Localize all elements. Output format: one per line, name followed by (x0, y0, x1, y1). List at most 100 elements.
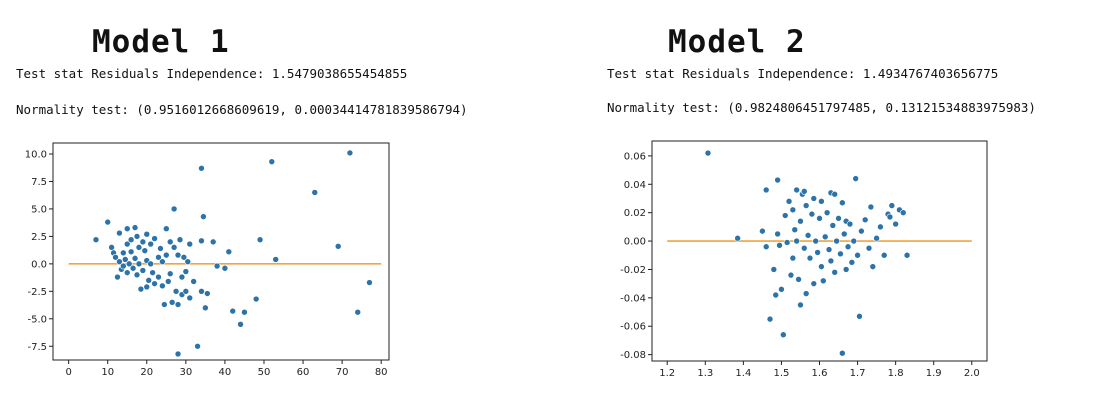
residual-point (835, 215, 842, 222)
residual-point (159, 258, 166, 265)
residual-point (861, 216, 869, 224)
x-tick-label: 30 (179, 367, 192, 378)
residual-point (821, 233, 829, 241)
x-tick-label: 60 (297, 367, 310, 378)
y-tick-label: -2.5 (27, 287, 47, 298)
residual-point (793, 237, 800, 245)
residual-point (186, 294, 194, 302)
residual-point (149, 269, 156, 276)
x-tick-label: 40 (219, 367, 232, 378)
residual-point (785, 198, 793, 205)
residual-point (903, 251, 911, 259)
x-tick-label: 2.0 (964, 368, 980, 379)
residual-point (865, 244, 873, 252)
residual-point (164, 278, 172, 285)
residual-point (135, 260, 143, 268)
residual-point (802, 290, 810, 297)
residual-point (814, 249, 821, 256)
model-1-normality-test: Normality test: (0.9516012668609619, 0.0… (16, 102, 468, 117)
residual-point (190, 278, 197, 285)
y-tick-label: -0.04 (620, 293, 646, 304)
residual-point (127, 248, 135, 256)
residual-point (856, 312, 863, 320)
residual-point (184, 258, 192, 265)
residual-point (241, 308, 248, 316)
residual-point (810, 280, 818, 287)
residual-point (141, 247, 149, 254)
residual-point (200, 213, 207, 220)
residual-point (166, 270, 174, 278)
residual-point (198, 237, 205, 245)
residual-point (354, 308, 362, 316)
residual-point (120, 249, 127, 257)
model-2-normality-test: Normality test: (0.9824806451797485, 0.1… (607, 100, 1036, 115)
residual-point (823, 209, 831, 216)
y-tick-label: -0.06 (620, 322, 646, 333)
y-tick-label: -7.5 (27, 342, 47, 353)
residual-point (131, 224, 139, 231)
x-tick-label: 1.8 (888, 368, 904, 379)
residual-point (145, 277, 153, 284)
residual-point (268, 158, 276, 165)
residual-point (366, 279, 373, 286)
residual-point (827, 257, 835, 265)
residual-point (892, 220, 899, 228)
residual-point (334, 242, 342, 250)
residual-point (797, 217, 804, 225)
residual-point (186, 240, 194, 248)
residual-point (818, 263, 825, 270)
residual-point (125, 260, 133, 268)
model-1-title: Model 1 (92, 24, 230, 60)
residual-point (221, 264, 229, 272)
residual-point (256, 236, 264, 243)
residual-point (159, 282, 166, 290)
y-tick-label: 10.0 (25, 149, 47, 160)
x-tick-label: 50 (258, 367, 271, 378)
residual-point (704, 149, 712, 157)
residual-point (252, 295, 260, 303)
residual-point (174, 301, 182, 308)
residual-point (762, 243, 770, 251)
x-tick-label: 1.7 (850, 368, 866, 379)
residual-point (846, 220, 854, 228)
model-2-title: Model 2 (668, 24, 806, 60)
residual-point (854, 251, 861, 259)
x-tick-label: 1.2 (659, 368, 675, 379)
residual-point (176, 236, 184, 243)
residual-point (791, 226, 799, 234)
residual-point (202, 304, 209, 312)
residual-point (157, 245, 164, 252)
y-tick-label: -0.02 (620, 265, 646, 276)
residual-point (808, 210, 816, 218)
residual-point (820, 277, 827, 285)
residual-point (170, 244, 178, 251)
residual-point (886, 213, 894, 221)
residual-point (161, 301, 168, 308)
residual-point (209, 238, 217, 246)
residual-point (163, 225, 170, 233)
y-tick-label: 0.0 (31, 259, 47, 270)
residual-point (123, 269, 131, 276)
residual-point (831, 190, 839, 198)
residual-point (840, 230, 848, 238)
residual-point (182, 268, 190, 275)
residual-point (837, 250, 844, 258)
residual-point (155, 253, 162, 261)
residual-point (844, 243, 852, 251)
residual-point (198, 288, 205, 295)
residual-point (213, 262, 221, 270)
residual-point (237, 320, 244, 328)
residual-point (92, 236, 100, 243)
residual-point (133, 233, 141, 240)
residual-point (272, 256, 279, 263)
residual-point (839, 349, 846, 357)
residual-point (131, 255, 139, 262)
residual-point (166, 238, 174, 246)
residual-point (114, 273, 121, 281)
residual-point (802, 202, 810, 209)
residual-point (793, 186, 800, 194)
residual-point (311, 189, 319, 196)
residual-point (762, 186, 770, 194)
residual-point (346, 149, 354, 157)
